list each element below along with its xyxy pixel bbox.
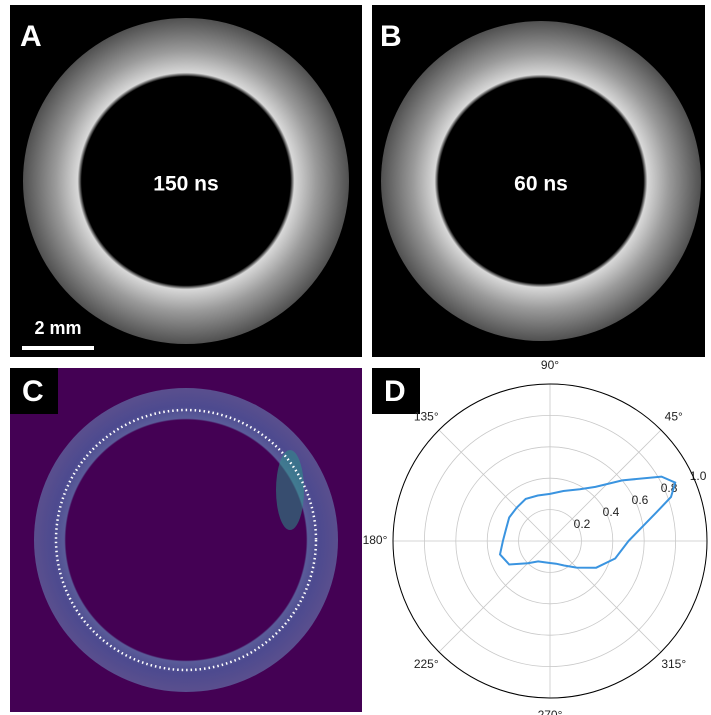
ring bbox=[34, 388, 338, 692]
grid-spoke bbox=[549, 540, 662, 653]
panel-label: D bbox=[384, 375, 406, 408]
grid-spoke bbox=[438, 540, 551, 653]
panel-label: B bbox=[380, 20, 402, 53]
hotspot bbox=[276, 450, 304, 530]
grid-spoke bbox=[438, 429, 551, 542]
theta-tick-label: 270° bbox=[538, 708, 563, 715]
dotted-circle bbox=[54, 408, 318, 672]
theta-tick-label: 315° bbox=[661, 657, 686, 671]
ring bbox=[381, 21, 701, 341]
theta-tick-label: 225° bbox=[414, 657, 439, 671]
panel-label: A bbox=[20, 20, 42, 53]
theta-tick-label: 45° bbox=[665, 409, 683, 423]
theta-tick-label: 135° bbox=[414, 409, 439, 423]
r-tick-label: 0.6 bbox=[632, 493, 649, 507]
r-tick-label: 0.2 bbox=[574, 517, 591, 531]
polar-chart: 0.20.40.60.81.00°45°90°135°180°225°270°3… bbox=[363, 358, 708, 715]
theta-tick-label: 180° bbox=[363, 533, 388, 547]
scale-label: 2 mm bbox=[34, 318, 81, 338]
theta-tick-label: 90° bbox=[541, 358, 559, 372]
time-label: 60 ns bbox=[514, 173, 568, 196]
label-box bbox=[10, 368, 58, 414]
data-curve bbox=[498, 475, 677, 569]
r-tick-label: 0.4 bbox=[603, 505, 620, 519]
panel-label: C bbox=[22, 375, 44, 408]
polar-frame bbox=[392, 383, 708, 699]
label-box bbox=[372, 368, 420, 414]
time-label: 150 ns bbox=[153, 173, 218, 196]
ring bbox=[23, 18, 349, 344]
grid-spoke bbox=[549, 429, 662, 542]
r-tick-label: 1.0 bbox=[690, 469, 707, 483]
